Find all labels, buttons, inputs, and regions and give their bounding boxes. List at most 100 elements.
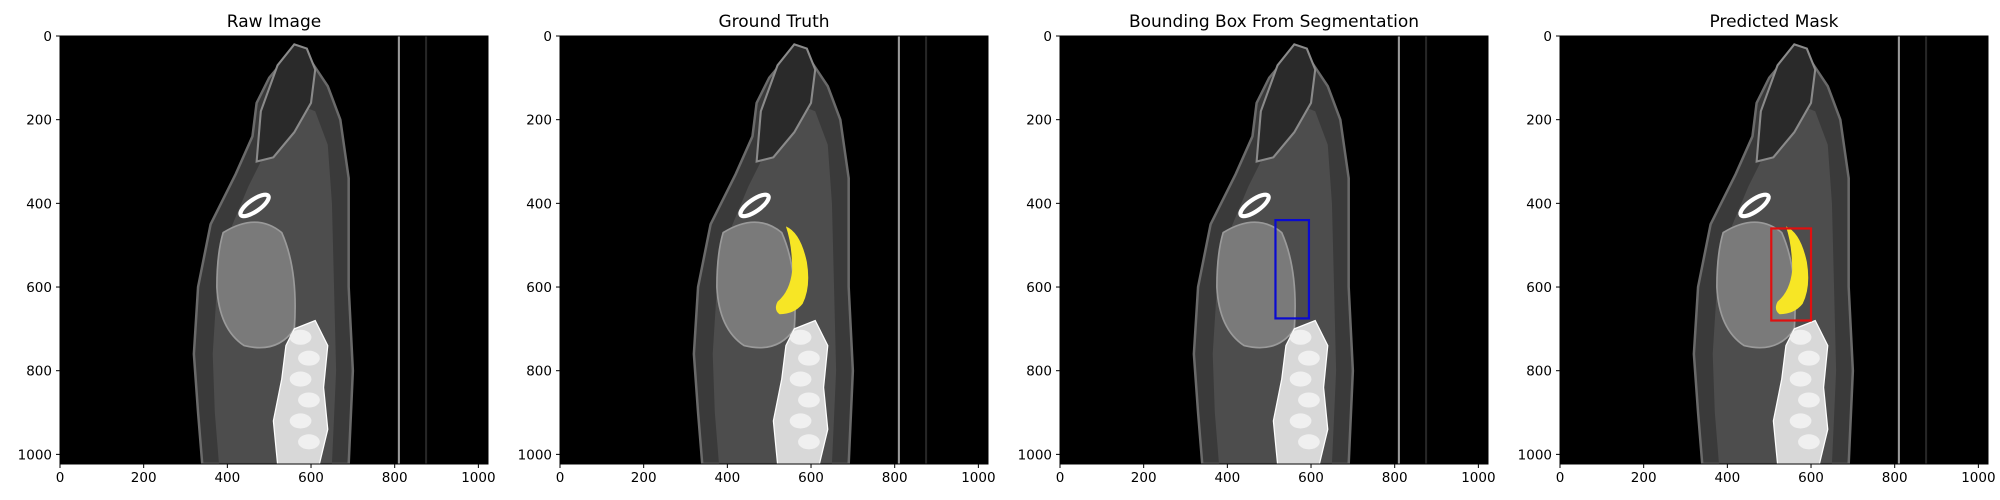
y-tick-label: 200 [26, 113, 52, 129]
y-tick-label: 400 [26, 196, 52, 212]
vertebra [1798, 392, 1820, 408]
x-tick-label: 1000 [1961, 470, 1995, 486]
x-tick-label: 800 [1382, 470, 1408, 486]
axes-frame [59, 35, 489, 465]
bounding-box [1274, 218, 1311, 320]
upper-structure [755, 43, 817, 163]
y-tick-label: 600 [1026, 280, 1052, 296]
vertebra [1789, 329, 1812, 345]
vertebra [298, 392, 320, 408]
y-tick-label: 800 [1526, 364, 1552, 380]
ct-image [60, 36, 488, 464]
panel-title: Predicted Mask [1709, 12, 1839, 32]
y-tick-label: 1000 [518, 447, 552, 463]
y-tick-label: 0 [1043, 29, 1052, 45]
vertebra [798, 434, 820, 450]
y-tick-label: 400 [1526, 196, 1552, 212]
y-tick-label: 800 [526, 364, 552, 380]
segmentation-mask [1775, 226, 1809, 315]
vertebra [1298, 350, 1320, 366]
vertebra [789, 329, 812, 345]
bounding-box [1770, 227, 1813, 322]
x-tick-label: 1000 [1461, 470, 1495, 486]
vertebra [289, 329, 312, 345]
panel-raw-image: Raw Image 0 200 400 600 800 1000 0 200 400 600 800… [0, 0, 500, 500]
vertebra [1798, 350, 1820, 366]
x-tick-label: 400 [214, 470, 240, 486]
vertebra [1798, 434, 1820, 450]
bowel-loop [738, 192, 771, 219]
ct-image [1060, 36, 1488, 464]
vertebra [798, 392, 820, 408]
y-tick-label: 400 [1026, 196, 1052, 212]
vertebra [1289, 413, 1312, 429]
y-tick-label: 0 [1543, 29, 1552, 45]
x-tick-label: 0 [556, 470, 565, 486]
panel-bounding-box: Bounding Box From Segmentation 0 200 400 60… [1000, 0, 1500, 500]
x-tick-label: 600 [1298, 470, 1324, 486]
x-tick-label: 0 [1056, 470, 1065, 486]
upper-structure [255, 43, 317, 163]
upper-structure [1755, 43, 1817, 163]
anatomy [192, 36, 428, 464]
panel-title: Raw Image [226, 12, 322, 32]
x-tick-label: 0 [1556, 470, 1565, 486]
ct-image [560, 36, 988, 464]
y-tick-label: 1000 [1018, 447, 1052, 463]
bowel-loop [1738, 192, 1771, 219]
vertebra [1298, 392, 1320, 408]
bowel-loop [1238, 192, 1271, 219]
y-tick-label: 800 [26, 364, 52, 380]
axes-frame [1059, 35, 1489, 465]
y-tick-label: 0 [543, 29, 552, 45]
anatomy [692, 36, 928, 464]
vertebra [789, 413, 812, 429]
x-tick-label: 200 [631, 470, 657, 486]
organ [216, 221, 296, 349]
bowel-loop [238, 192, 271, 219]
y-tick-label: 0 [43, 29, 52, 45]
panel-predicted-mask: Predicted Mask 0 200 400 600 800 1000 0 200 400 6… [1500, 0, 2000, 500]
panel-title: Bounding Box From Segmentation [1128, 12, 1420, 32]
vertebra [1289, 371, 1312, 387]
axes-frame [559, 35, 989, 465]
x-tick-label: 800 [382, 470, 408, 486]
ct-image [1560, 36, 1988, 464]
y-tick-label: 600 [26, 280, 52, 296]
vertebra [798, 350, 820, 366]
y-tick-label: 200 [1026, 113, 1052, 129]
y-tick-label: 800 [1026, 364, 1052, 380]
vertebra [289, 413, 312, 429]
vertebra [1289, 329, 1312, 345]
x-tick-label: 200 [1131, 470, 1157, 486]
x-tick-label: 600 [1798, 470, 1824, 486]
x-tick-label: 600 [298, 470, 324, 486]
vertebra [289, 371, 312, 387]
y-tick-label: 600 [1526, 280, 1552, 296]
x-tick-label: 800 [1882, 470, 1908, 486]
panel-title: Ground Truth [718, 12, 830, 32]
x-tick-label: 200 [1631, 470, 1657, 486]
y-tick-label: 1000 [18, 447, 52, 463]
segmentation-mask [775, 226, 809, 315]
vertebra [298, 434, 320, 450]
x-tick-label: 0 [56, 470, 65, 486]
vertebra [298, 350, 320, 366]
y-tick-label: 200 [1526, 113, 1552, 129]
y-tick-label: 400 [526, 196, 552, 212]
vertebra [1298, 434, 1320, 450]
y-tick-label: 1000 [1518, 447, 1552, 463]
anatomy [1192, 36, 1428, 464]
x-tick-label: 1000 [961, 470, 995, 486]
x-tick-label: 1000 [461, 470, 495, 486]
anatomy [1692, 36, 1928, 464]
panel-ground-truth: Ground Truth 0 200 400 600 800 1000 0 200 400 600… [500, 0, 1000, 500]
